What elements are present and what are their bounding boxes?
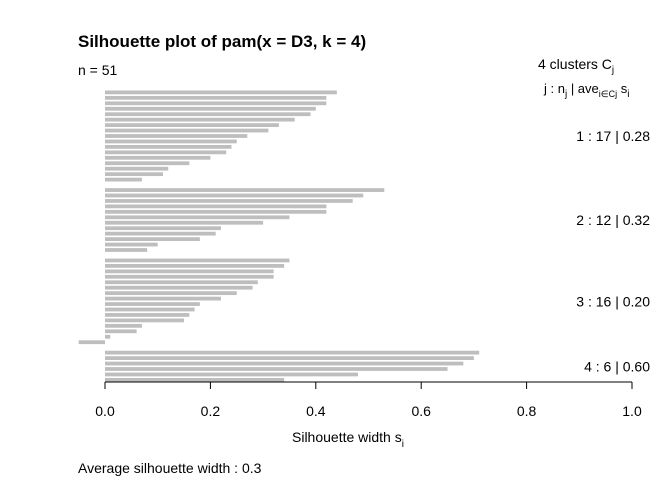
clusters-header-sub: j <box>611 65 614 76</box>
x-tick-label: 0.4 <box>306 403 326 419</box>
x-axis: 0.0 0.2 0.4 0.6 0.8 1.0 <box>95 381 642 419</box>
silhouette-bar-c4-3 <box>105 361 464 366</box>
silhouette-bar-c3-6 <box>105 285 253 290</box>
silhouette-bar-c1-17 <box>105 177 142 182</box>
silhouette-bar-c2-4 <box>105 204 327 209</box>
silhouette-bar-c2-8 <box>105 226 221 231</box>
silhouette-bar-c3-3 <box>105 269 274 274</box>
silhouette-bar-c1-13 <box>105 155 211 160</box>
silhouette-bar-c2-2 <box>105 193 364 198</box>
silhouette-bar-c3-13 <box>105 323 142 328</box>
chart-title: Silhouette plot of pam(x = D3, k = 4) <box>78 32 366 51</box>
x-tick-label: 0.8 <box>517 403 537 419</box>
silhouette-bar-c3-9 <box>105 302 200 306</box>
column-header-n: j : n <box>543 81 565 96</box>
column-header-n-sub: j <box>564 89 567 100</box>
silhouette-bar-c2-3 <box>105 199 353 203</box>
silhouette-bar-c2-12 <box>105 248 148 252</box>
silhouette-bar-c1-14 <box>105 161 190 166</box>
silhouette-bar-c3-8 <box>105 296 221 301</box>
x-axis-label-sub: i <box>402 439 404 450</box>
silhouette-bar-c3-1 <box>105 258 290 263</box>
x-tick-label: 0.2 <box>201 403 221 419</box>
silhouette-bar-c4-2 <box>105 356 474 360</box>
cluster-label-4: 4 : 6 | 0.60 <box>584 358 650 374</box>
x-tick-label: 0.6 <box>411 403 431 419</box>
silhouette-bar-c3-5 <box>105 280 258 285</box>
cluster-label-1: 1 : 17 | 0.28 <box>576 128 650 144</box>
column-header-s: s <box>617 81 628 96</box>
silhouette-bar-c2-7 <box>105 220 264 225</box>
silhouette-bar-c3-2 <box>105 264 285 268</box>
silhouette-bar-c1-5 <box>105 112 311 117</box>
cluster-label-group: 1 : 17 | 0.28 2 : 12 | 0.32 3 : 16 | 0.20 4… <box>576 128 650 374</box>
silhouette-bar-c2-9 <box>105 231 216 236</box>
silhouette-bar-c1-6 <box>105 117 295 122</box>
silhouette-bar-c4-4 <box>105 367 448 371</box>
column-header-ave: | ave <box>567 81 599 96</box>
silhouette-bar-c2-5 <box>105 209 327 214</box>
silhouette-bar-c1-16 <box>105 172 163 177</box>
column-header-s-sub: i <box>627 89 629 100</box>
silhouette-bar-c1-8 <box>105 128 269 133</box>
silhouette-bar-c4-5 <box>105 372 358 377</box>
silhouette-bar-c3-4 <box>105 274 274 279</box>
silhouette-bar-c1-4 <box>105 106 316 111</box>
x-axis-label-text: Silhouette width s <box>292 429 402 445</box>
silhouette-bar-c1-10 <box>105 139 237 144</box>
silhouette-bar-c3-16 <box>78 340 105 345</box>
silhouette-bar-c2-1 <box>105 188 385 192</box>
silhouette-bar-c1-2 <box>105 95 327 100</box>
silhouette-bar-c3-15 <box>105 334 111 339</box>
cluster-label-2: 2 : 12 | 0.32 <box>576 212 650 228</box>
silhouette-bar-c1-7 <box>105 123 279 127</box>
x-tick-label: 0.0 <box>95 403 115 419</box>
silhouette-bar-c1-15 <box>105 166 169 171</box>
x-axis-label: Silhouette width si <box>292 429 404 450</box>
bar-group <box>78 90 480 382</box>
silhouette-bar-c3-7 <box>105 291 237 296</box>
silhouette-bar-c3-11 <box>105 313 190 317</box>
clusters-header: 4 clusters Cj <box>538 56 614 76</box>
column-header-ave-sub: i∈Cj <box>599 89 617 99</box>
x-tick-label: 1.0 <box>622 403 642 419</box>
silhouette-bar-c1-3 <box>105 101 327 106</box>
silhouette-bar-c3-10 <box>105 307 195 312</box>
silhouette-bar-c2-10 <box>105 237 200 241</box>
silhouette-bar-c2-6 <box>105 215 290 220</box>
silhouette-bar-c4-6 <box>105 378 285 382</box>
cluster-label-3: 3 : 16 | 0.20 <box>576 293 650 309</box>
silhouette-bar-c1-9 <box>105 134 248 138</box>
average-silhouette-width: Average silhouette width : 0.3 <box>78 460 262 476</box>
column-header: j : nj | avei∈Cj si <box>543 81 629 100</box>
silhouette-bar-c2-11 <box>105 242 158 247</box>
n-label: n = 51 <box>78 62 118 78</box>
silhouette-bar-c3-12 <box>105 318 185 323</box>
silhouette-bar-c1-1 <box>105 90 337 95</box>
clusters-header-text: 4 clusters C <box>538 56 612 72</box>
silhouette-bar-c4-1 <box>105 350 480 355</box>
silhouette-bar-c3-14 <box>105 329 137 334</box>
silhouette-bar-c1-12 <box>105 150 227 155</box>
silhouette-bar-c1-11 <box>105 145 232 149</box>
